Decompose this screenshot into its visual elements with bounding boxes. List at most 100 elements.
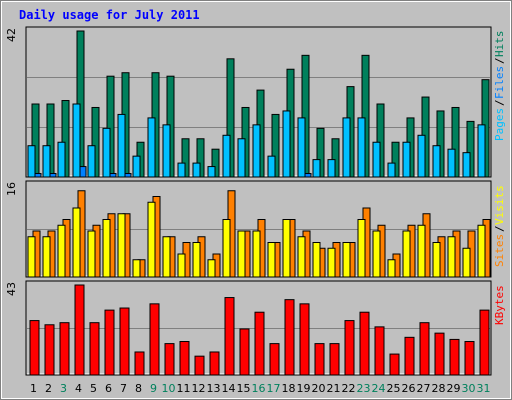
pages-bar bbox=[207, 166, 216, 178]
top-panel-legend-0: Pages bbox=[493, 108, 506, 141]
x-tick-label: 5 bbox=[90, 382, 97, 395]
files-bar bbox=[109, 173, 117, 178]
x-tick-label: 29 bbox=[447, 382, 461, 395]
pages-bar bbox=[117, 113, 126, 178]
kbytes-bar bbox=[164, 343, 175, 376]
kbytes-bar bbox=[104, 309, 115, 376]
kbytes-bar bbox=[119, 307, 130, 376]
kbytes-bar bbox=[89, 322, 100, 376]
x-tick-label: 18 bbox=[282, 382, 296, 395]
top-panel-legend-3: / bbox=[493, 57, 506, 64]
pages-bar bbox=[132, 155, 141, 178]
kbytes-bar bbox=[209, 351, 220, 376]
pages-bar bbox=[237, 138, 246, 178]
visits-bar bbox=[42, 236, 51, 278]
x-tick-label: 26 bbox=[402, 382, 416, 395]
kbytes-bar bbox=[374, 326, 385, 376]
kbytes-bar bbox=[314, 343, 325, 376]
pages-bar bbox=[162, 124, 171, 178]
x-tick-label: 22 bbox=[342, 382, 356, 395]
bottom-panel-legend-0: KBytes bbox=[493, 285, 506, 325]
x-tick-label: 6 bbox=[105, 382, 112, 395]
kbytes-bar bbox=[299, 303, 310, 376]
x-tick-label: 13 bbox=[207, 382, 221, 395]
pages-bar bbox=[432, 145, 441, 178]
visits-bar bbox=[312, 242, 321, 278]
visits-bar bbox=[147, 201, 156, 278]
x-tick-label: 23 bbox=[357, 382, 371, 395]
visits-bar bbox=[357, 219, 366, 278]
pages-bar bbox=[477, 124, 486, 178]
pages-bar bbox=[222, 134, 231, 178]
pages-bar bbox=[27, 145, 36, 178]
chart-title: Daily usage for July 2011 bbox=[19, 8, 200, 22]
middle-panel-legend-2: Visits bbox=[493, 185, 506, 225]
pages-bar bbox=[192, 162, 201, 178]
pages-bar bbox=[312, 159, 321, 178]
kbytes-bar bbox=[389, 353, 400, 376]
x-tick-label: 19 bbox=[297, 382, 311, 395]
x-tick-label: 17 bbox=[267, 382, 281, 395]
visits-bar bbox=[327, 247, 336, 278]
visits-bar bbox=[192, 242, 201, 278]
files-bar bbox=[79, 166, 87, 178]
files-bar bbox=[124, 173, 132, 178]
pages-bar bbox=[357, 117, 366, 178]
x-tick-label: 14 bbox=[222, 382, 236, 395]
pages-bar bbox=[102, 127, 111, 178]
kbytes-bar bbox=[449, 338, 460, 376]
visits-bar bbox=[402, 230, 411, 278]
pages-bar bbox=[462, 152, 471, 178]
kbytes-bar bbox=[59, 322, 70, 376]
x-tick-label: 21 bbox=[327, 382, 341, 395]
x-tick-label: 25 bbox=[387, 382, 401, 395]
visits-bar bbox=[177, 253, 186, 278]
x-tick-label: 16 bbox=[252, 382, 266, 395]
x-tick-label: 31 bbox=[477, 382, 491, 395]
kbytes-bar bbox=[434, 332, 445, 376]
kbytes-bar bbox=[404, 336, 415, 376]
pages-bar bbox=[387, 162, 396, 178]
kbytes-bar bbox=[194, 355, 205, 376]
visits-bar bbox=[162, 236, 171, 278]
x-tick-label: 12 bbox=[192, 382, 206, 395]
middle-panel-ymax-label: 16 bbox=[5, 182, 18, 196]
pages-bar bbox=[177, 162, 186, 178]
files-bar bbox=[34, 173, 42, 178]
middle-panel-legend-0: Sites bbox=[493, 234, 506, 267]
bottom-panel-ymax-label: 43 bbox=[5, 282, 18, 296]
visits-bar bbox=[207, 259, 216, 278]
x-tick-label: 30 bbox=[462, 382, 476, 395]
x-tick-label: 28 bbox=[432, 382, 446, 395]
visits-bar bbox=[222, 219, 231, 278]
visits-bar bbox=[132, 259, 141, 278]
kbytes-bar bbox=[419, 322, 430, 376]
visits-bar bbox=[462, 247, 471, 278]
pages-bar bbox=[267, 155, 276, 178]
kbytes-bar bbox=[464, 341, 475, 376]
visits-bar bbox=[432, 242, 441, 278]
kbytes-bar bbox=[269, 343, 280, 376]
visits-bar bbox=[237, 230, 246, 278]
x-tick-label: 11 bbox=[177, 382, 191, 395]
visits-bar bbox=[72, 207, 81, 278]
pages-bar bbox=[72, 103, 81, 178]
visits-bar bbox=[417, 224, 426, 278]
kbytes-bar bbox=[239, 328, 250, 376]
pages-bar bbox=[57, 141, 66, 178]
x-tick-label: 4 bbox=[75, 382, 82, 395]
x-tick-label: 10 bbox=[162, 382, 176, 395]
visits-bar bbox=[387, 259, 396, 278]
pages-bar bbox=[42, 145, 51, 178]
x-tick-label: 20 bbox=[312, 382, 326, 395]
pages-bar bbox=[372, 141, 381, 178]
pages-bar bbox=[447, 148, 456, 178]
visits-bar bbox=[117, 213, 126, 278]
visits-bar bbox=[372, 230, 381, 278]
x-tick-label: 9 bbox=[150, 382, 157, 395]
kbytes-bar bbox=[134, 351, 145, 376]
kbytes-bar bbox=[224, 297, 235, 376]
files-bar bbox=[49, 173, 57, 178]
top-panel-legend-2: Files bbox=[493, 66, 506, 99]
